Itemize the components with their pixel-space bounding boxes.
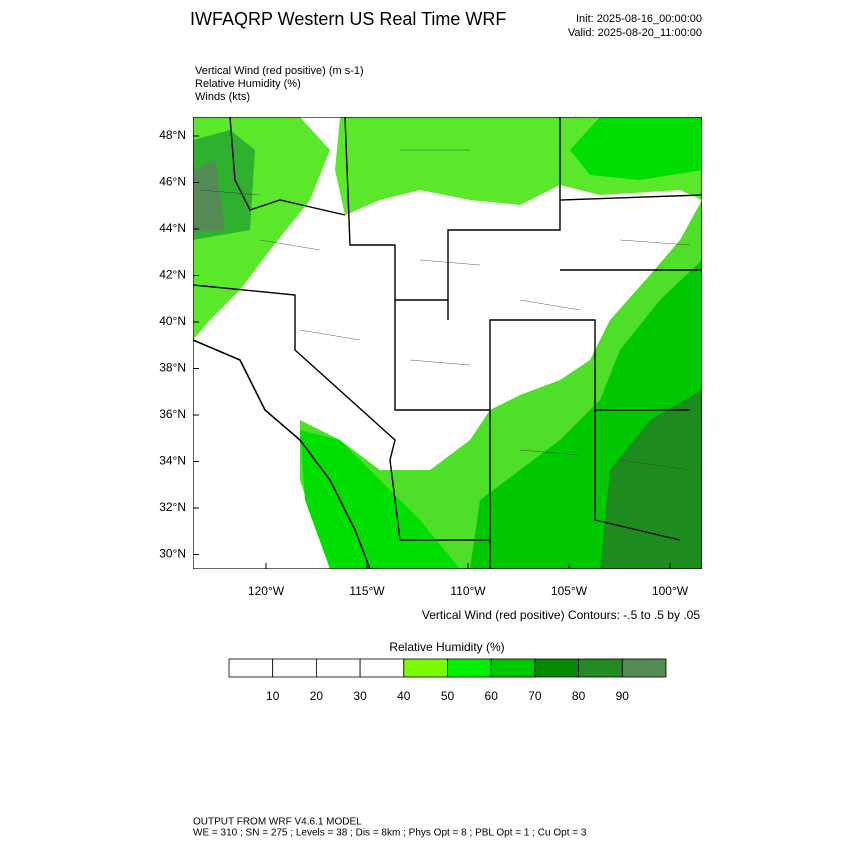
- colorbar-box: [621, 658, 667, 678]
- colorbar-label: 20: [310, 689, 324, 703]
- title: IWFAQRP Western US Real Time WRF: [190, 9, 506, 29]
- colorbar-label: 40: [397, 689, 411, 703]
- lon-label: 115°W: [349, 584, 385, 598]
- field-label: Vertical Wind (red positive) (m s-1): [195, 65, 364, 77]
- rh-area: [300, 430, 460, 569]
- colorbar-label: 30: [353, 689, 367, 703]
- init-time: Init: 2025-08-16_00:00:00: [576, 13, 702, 25]
- rh-area: [570, 117, 702, 180]
- colorbar-label: 10: [266, 689, 280, 703]
- colorbar-box: [447, 658, 492, 678]
- colorbar-box: [272, 658, 317, 678]
- lat-label: 36°N: [159, 407, 186, 421]
- map-axes: 48°N 46°N 44°N 42°N 40°N 38°N 36°N 34°N 32°N 30°N…: [159, 128, 689, 598]
- colorbar-label: 90: [616, 689, 630, 703]
- colorbar: 10 20 30 40 50 60 70 80 90: [228, 658, 667, 703]
- lon-label: 110°W: [450, 584, 486, 598]
- rh-area: [193, 160, 225, 232]
- map: [193, 117, 702, 569]
- colorbar-box: [490, 658, 536, 678]
- coastline: [193, 339, 371, 569]
- field-list: Vertical Wind (red positive) (m s-1)Rela…: [195, 65, 364, 103]
- lon-label: 120°W: [248, 584, 285, 598]
- lat-label: 48°N: [159, 128, 186, 142]
- colorbar-box: [578, 658, 623, 678]
- lat-label: 34°N: [159, 454, 186, 468]
- colorbar-box: [403, 658, 448, 678]
- colorbar-label: 50: [441, 689, 455, 703]
- colorbar-box: [359, 658, 405, 678]
- footer-line: WE = 310 ; SN = 275 ; Levels = 38 ; Dis …: [193, 828, 587, 839]
- colorbar-label: 70: [528, 689, 542, 703]
- colorbar-box: [534, 658, 580, 678]
- lat-label: 42°N: [159, 268, 186, 282]
- contour-note: Vertical Wind (red positive) Contours: -…: [422, 608, 700, 622]
- field-label: Winds (kts): [195, 91, 250, 103]
- lat-label: 46°N: [159, 175, 186, 189]
- colorbar-title: Relative Humidity (%): [389, 640, 504, 654]
- footer-line: OUTPUT FROM WRF V4.6.1 MODEL: [193, 817, 362, 828]
- rh-area: [600, 390, 702, 569]
- colorbar-box: [228, 658, 274, 678]
- lat-label: 44°N: [159, 221, 186, 235]
- valid-time: Valid: 2025-08-20_11:00:00: [568, 27, 702, 39]
- lat-label: 32°N: [159, 500, 186, 514]
- colorbar-box: [315, 658, 361, 678]
- colorbar-label: 60: [485, 689, 499, 703]
- lat-label: 30°N: [159, 547, 186, 561]
- lon-label: 100°W: [652, 584, 689, 598]
- colorbar-label: 80: [572, 689, 586, 703]
- lon-label: 105°W: [551, 584, 588, 598]
- lat-label: 38°N: [159, 361, 186, 375]
- lat-label: 40°N: [159, 314, 186, 328]
- field-label: Relative Humidity (%): [195, 78, 301, 90]
